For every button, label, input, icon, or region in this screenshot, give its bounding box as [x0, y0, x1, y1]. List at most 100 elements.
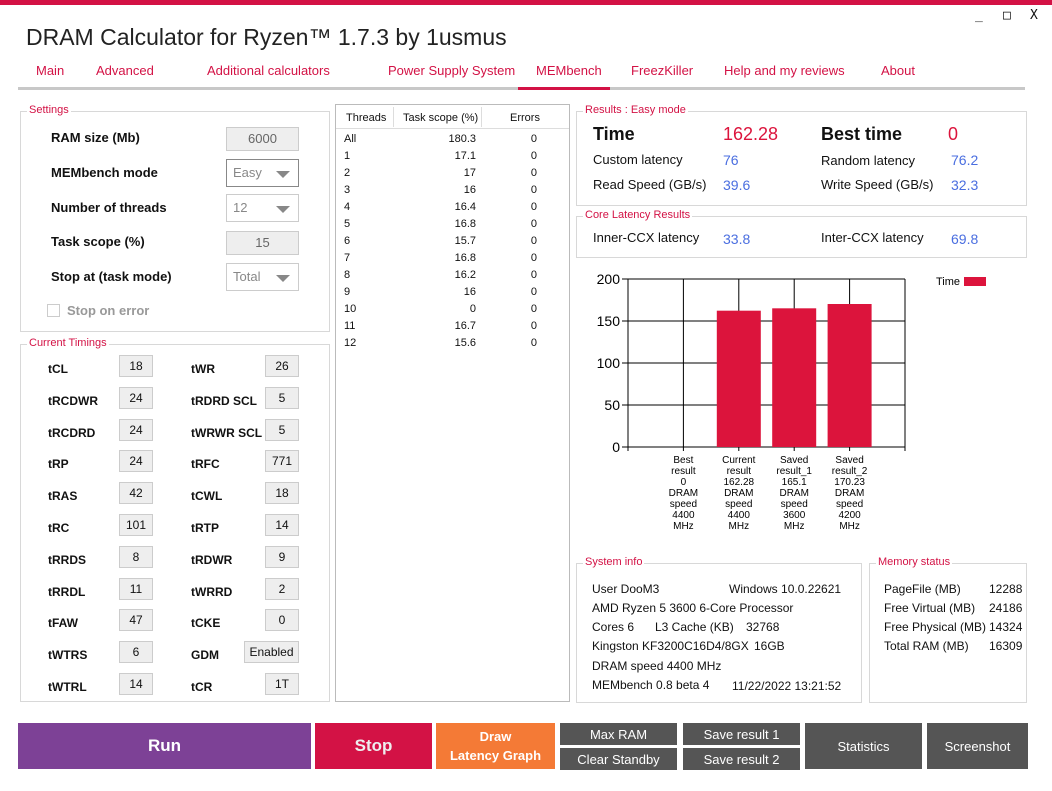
tab-help[interactable]: Help and my reviews [724, 63, 845, 78]
tab-about[interactable]: About [881, 63, 915, 78]
mode-dropdown[interactable]: Easy [226, 159, 299, 187]
timing-value[interactable]: 0 [265, 609, 299, 632]
membench-version: MEMbench 0.8 beta 4 [592, 678, 710, 692]
timing-value[interactable]: 6 [119, 641, 153, 664]
mode-value: Easy [233, 165, 262, 180]
tab-power-supply[interactable]: Power Supply System [388, 63, 516, 78]
cores: Cores 6 [592, 620, 635, 634]
screenshot-button[interactable]: Screenshot [927, 723, 1028, 769]
maximize-button[interactable]: □ [1003, 8, 1011, 23]
timing-value[interactable]: 47 [119, 609, 153, 632]
errors-value: 0 [530, 286, 537, 298]
l3-value: 32768 [746, 620, 780, 634]
timing-label: tRRDS [48, 552, 86, 567]
timing-value[interactable]: 14 [265, 514, 299, 536]
timing-label: tWRWR SCL [191, 425, 263, 440]
timing-value[interactable]: Enabled [244, 641, 299, 664]
draw-latency-graph-button[interactable]: Draw Latency Graph [436, 723, 555, 769]
read-speed-label: Read Speed (GB/s) [593, 177, 707, 192]
threads-label: Number of threads [51, 200, 167, 215]
save-result-1-button[interactable]: Save result 1 [683, 723, 800, 745]
stop-at-dropdown[interactable]: Total [226, 263, 299, 291]
timing-value[interactable]: 26 [265, 355, 299, 377]
timing-value[interactable]: 5 [265, 386, 299, 409]
stop-on-error-label: Stop on error [67, 303, 150, 318]
errors-value: 0 [530, 167, 537, 179]
timings-group: Current Timings tCL 18 tRCDWR 24 tRCDRD 24 tRP… [20, 337, 330, 702]
tab-main[interactable]: Main [36, 63, 65, 78]
task-scope-value: 16.4 [454, 201, 476, 213]
close-button[interactable]: X [1030, 8, 1038, 23]
save-result-2-button[interactable]: Save result 2 [683, 748, 800, 770]
custom-latency-label: Custom latency [593, 152, 683, 167]
timing-value[interactable]: 11 [119, 577, 153, 600]
clear-standby-button[interactable]: Clear Standby [560, 748, 677, 770]
thread-id: 2 [344, 167, 351, 179]
system-info-title: System info [583, 556, 645, 568]
ram-module: Kingston KF3200C16D4/8GX [592, 639, 749, 653]
col-errors: Errors [510, 112, 540, 124]
stop-at-value: Total [233, 269, 261, 284]
time-bar-chart: 050100150200Bestresult0DRAMspeed4400MHzC… [597, 271, 986, 532]
write-speed-value: 32.3 [951, 177, 979, 193]
x-tick-label: speed [781, 499, 808, 510]
memory-value: 16309 [989, 639, 1023, 653]
stop-on-error-checkbox[interactable] [47, 304, 60, 317]
time-label: Time [593, 124, 635, 144]
x-tick-label: DRAM [724, 488, 753, 499]
draw-label: Draw [479, 729, 512, 744]
tab-additional-calculators[interactable]: Additional calculators [207, 63, 330, 78]
memory-label: Free Physical (MB) [884, 620, 987, 634]
scope-input[interactable]: 15 [226, 231, 299, 255]
bar [716, 310, 761, 447]
scope-label: Task scope (%) [51, 234, 145, 249]
thread-id: All [344, 133, 357, 145]
timing-value[interactable]: 24 [119, 418, 153, 441]
chevron-down-icon [276, 171, 290, 178]
timing-label: tRCDWR [48, 393, 98, 408]
read-speed-value: 39.6 [723, 177, 751, 193]
timing-label: tWRRD [191, 584, 233, 599]
tab-advanced[interactable]: Advanced [96, 63, 154, 78]
errors-value: 0 [530, 218, 537, 230]
max-ram-button[interactable]: Max RAM [560, 723, 677, 745]
col-divider [393, 107, 394, 127]
timing-value[interactable]: 9 [265, 545, 299, 568]
active-tab-indicator [518, 87, 610, 90]
timing-value[interactable]: 5 [265, 418, 299, 441]
timing-value[interactable]: 8 [119, 545, 153, 568]
timing-value[interactable]: 771 [265, 450, 299, 473]
stop-at-label: Stop at (task mode) [51, 269, 172, 284]
minimize-button[interactable]: _ [975, 8, 983, 23]
timing-label: tRP [48, 457, 69, 472]
threads-dropdown[interactable]: 12 [226, 194, 299, 222]
timing-value[interactable]: 14 [119, 673, 153, 695]
memory-label: PageFile (MB) [884, 582, 961, 596]
statistics-button[interactable]: Statistics [805, 723, 922, 769]
tab-freezkiller[interactable]: FreezKiller [631, 63, 694, 78]
thread-id: 11 [344, 320, 356, 332]
timing-value[interactable]: 18 [119, 355, 153, 377]
task-scope-value: 16 [463, 286, 476, 298]
stop-button[interactable]: Stop [315, 723, 432, 769]
ram-size-input[interactable]: 6000 [226, 127, 299, 151]
thread-id: 4 [344, 201, 351, 213]
os: Windows 10.0.22621 [729, 582, 842, 596]
x-tick-label: result [671, 466, 696, 477]
app-title: DRAM Calculator for Ryzen™ 1.7.3 by 1usm… [26, 24, 507, 50]
timing-value[interactable]: 18 [265, 482, 299, 505]
tab-membench[interactable]: MEMbench [536, 63, 602, 78]
timing-value[interactable]: 1T [265, 673, 299, 695]
timing-label: tRC [48, 521, 70, 535]
results-title: Results : Easy mode [583, 104, 688, 116]
timing-value[interactable]: 101 [119, 514, 153, 536]
timing-value[interactable]: 24 [119, 386, 153, 409]
errors-value: 0 [530, 303, 537, 315]
timing-label: tCKE [191, 616, 221, 631]
timing-value[interactable]: 2 [265, 577, 299, 600]
run-button[interactable]: Run [18, 723, 311, 769]
timings-title: Current Timings [27, 337, 109, 349]
timing-value[interactable]: 42 [119, 482, 153, 505]
errors-value: 0 [530, 320, 537, 332]
timing-value[interactable]: 24 [119, 450, 153, 473]
